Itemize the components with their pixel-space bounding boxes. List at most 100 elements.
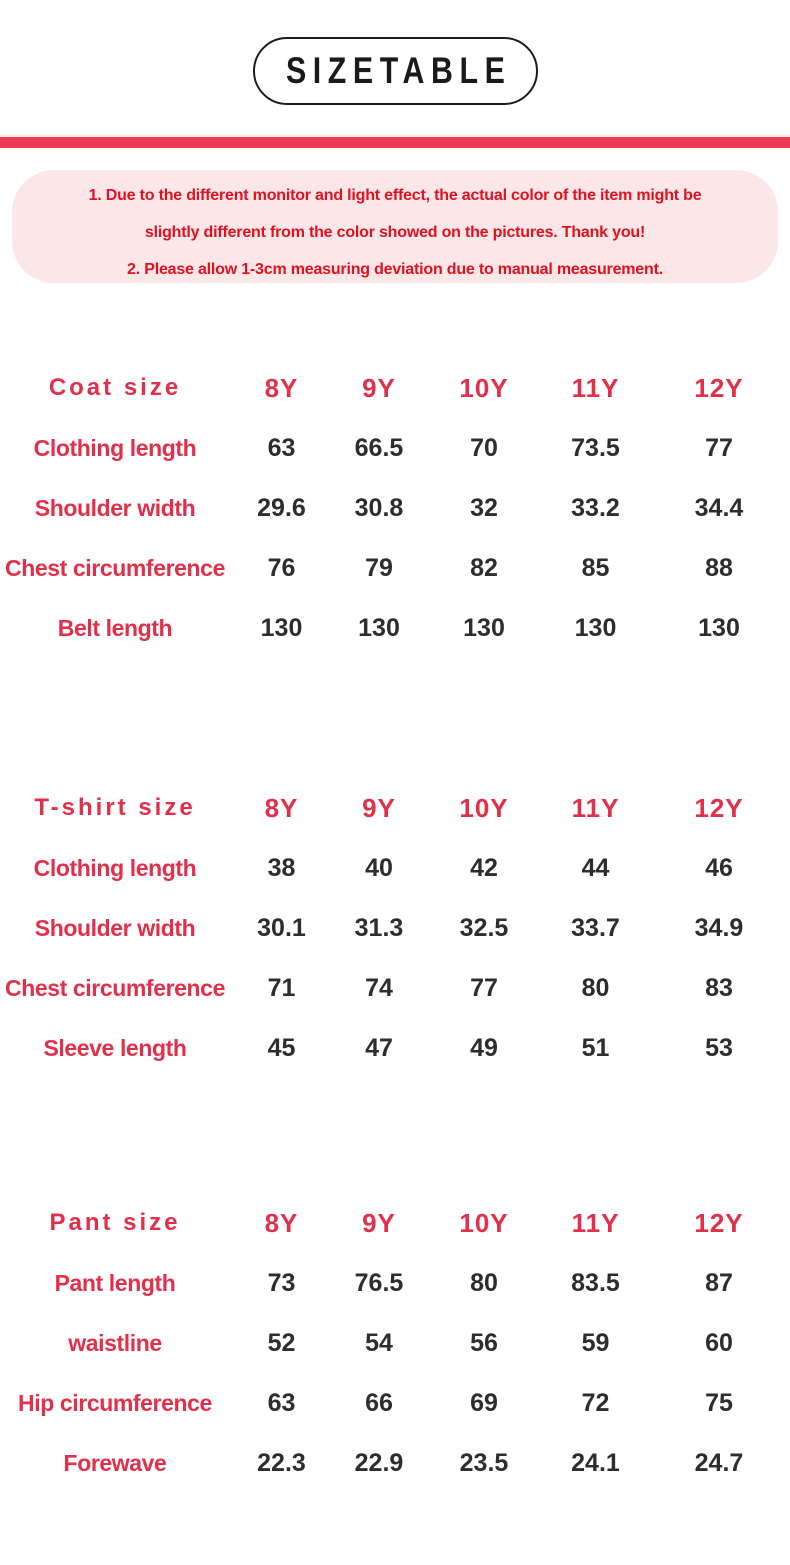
cell-value: 34.4 (694, 493, 744, 522)
cell-value: 32.5 (459, 913, 509, 942)
cell-value: 31.3 (354, 913, 404, 942)
size-column-header: 10Y (459, 792, 509, 823)
cell-value: 85 (581, 553, 610, 582)
row-label: Shoulder width (34, 914, 196, 941)
size-column-header: 12Y (694, 372, 744, 403)
cell-value: 59 (581, 1328, 610, 1357)
table-title: Coat size (48, 374, 182, 401)
table-row: Chest circumference 71 74 77 80 83 (0, 958, 790, 1018)
notice-line-1: 1. Due to the different monitor and ligh… (88, 187, 702, 204)
size-column-header: 10Y (459, 372, 509, 403)
size-column-header: 8Y (264, 1207, 299, 1238)
size-column-header: 9Y (362, 792, 396, 823)
cell-value: 53 (705, 1033, 733, 1062)
table-header-row: T-shirt size 8Y 9Y 10Y 11Y 12Y (0, 778, 790, 838)
row-label: Hip circumference (18, 1389, 212, 1416)
row-label: Chest circumference (5, 554, 225, 581)
size-column-header: 12Y (694, 1207, 744, 1238)
cell-value: 77 (470, 973, 498, 1002)
cell-value: 49 (470, 1033, 498, 1062)
cell-value: 66.5 (354, 433, 404, 462)
sizetable-badge: SIZETABLE (252, 37, 538, 105)
cell-value: 73.5 (571, 433, 620, 462)
row-label: Forewave (63, 1449, 167, 1476)
cell-value: 24.7 (694, 1448, 744, 1477)
cell-value: 130 (698, 613, 740, 642)
size-table-pant-size: Pant size 8Y 9Y 10Y 11Y 12Y Pant length 73 76.5 8… (0, 1193, 790, 1493)
cell-value: 80 (581, 973, 610, 1002)
cell-value: 22.9 (354, 1448, 404, 1477)
cell-value: 60 (705, 1328, 733, 1357)
cell-value: 77 (705, 433, 733, 462)
table-row: Shoulder width 30.1 31.3 32.5 33.7 34.9 (0, 898, 790, 958)
cell-value: 47 (365, 1033, 393, 1062)
size-column-header: 11Y (571, 792, 620, 823)
size-table-coat-size: Coat size 8Y 9Y 10Y 11Y 12Y Clothing length 63 6… (0, 358, 790, 658)
cell-value: 69 (470, 1388, 498, 1417)
notice-box: 1. Due to the different monitor and ligh… (12, 170, 778, 283)
table-row: Sleeve length 45 47 49 51 53 (0, 1018, 790, 1078)
cell-value: 130 (358, 613, 400, 642)
cell-value: 54 (365, 1328, 393, 1357)
size-column-header: 12Y (694, 792, 744, 823)
table-row: Chest circumference 76 79 82 85 88 (0, 538, 790, 598)
table-header-row: Coat size 8Y 9Y 10Y 11Y 12Y (0, 358, 790, 418)
page-title: SIZETABLE (285, 50, 511, 91)
notice-line-3: 2. Please allow 1-3cm measuring deviatio… (127, 261, 663, 278)
size-column-header: 8Y (264, 792, 299, 823)
cell-value: 130 (574, 613, 617, 642)
cell-value: 71 (267, 973, 296, 1002)
table-row: Clothing length 63 66.5 70 73.5 77 (0, 418, 790, 478)
size-column-header: 9Y (362, 1207, 396, 1238)
cell-value: 79 (365, 553, 393, 582)
size-column-header: 10Y (459, 1207, 509, 1238)
cell-value: 23.5 (459, 1448, 509, 1477)
size-column-header: 11Y (571, 1207, 620, 1238)
row-label: Clothing length (33, 854, 197, 881)
cell-value: 52 (267, 1328, 296, 1357)
cell-value: 73 (267, 1268, 296, 1297)
cell-value: 33.7 (571, 913, 620, 942)
size-tables: Coat size 8Y 9Y 10Y 11Y 12Y Clothing length 63 6… (0, 358, 790, 1493)
cell-value: 63 (267, 433, 296, 462)
cell-value: 44 (581, 853, 610, 882)
cell-value: 38 (267, 853, 296, 882)
cell-value: 33.2 (571, 493, 620, 522)
cell-value: 130 (260, 613, 303, 642)
cell-value: 76.5 (354, 1268, 404, 1297)
cell-value: 30.8 (354, 493, 404, 522)
notice-line-2: slightly different from the color showed… (144, 224, 646, 241)
table-row: Pant length 73 76.5 80 83.5 87 (0, 1253, 790, 1313)
cell-value: 29.6 (257, 493, 306, 522)
row-label: Chest circumference (5, 974, 225, 1001)
cell-value: 56 (470, 1328, 498, 1357)
table-header-row: Pant size 8Y 9Y 10Y 11Y 12Y (0, 1193, 790, 1253)
cell-value: 76 (267, 553, 296, 582)
cell-value: 88 (705, 553, 733, 582)
cell-value: 80 (470, 1268, 498, 1297)
cell-value: 82 (470, 553, 498, 582)
row-label: waistline (68, 1329, 162, 1356)
cell-value: 32 (470, 493, 498, 522)
table-row: waistline 52 54 56 59 60 (0, 1313, 790, 1373)
cell-value: 46 (705, 853, 733, 882)
cell-value: 24.1 (571, 1448, 620, 1477)
cell-value: 83 (705, 973, 733, 1002)
cell-value: 40 (365, 853, 393, 882)
cell-value: 72 (581, 1388, 610, 1417)
row-label: Clothing length (33, 434, 197, 461)
cell-value: 22.3 (257, 1448, 306, 1477)
cell-value: 51 (581, 1033, 610, 1062)
table-row: Hip circumference 63 66 69 72 75 (0, 1373, 790, 1433)
cell-value: 63 (267, 1388, 296, 1417)
table-row: Clothing length 38 40 42 44 46 (0, 838, 790, 898)
table-title: T-shirt size (34, 794, 196, 821)
divider-bar (0, 137, 790, 148)
table-title: Pant size (49, 1209, 181, 1236)
size-table-t-shirt-size: T-shirt size 8Y 9Y 10Y 11Y 12Y Clothing length… (0, 778, 790, 1078)
size-column-header: 8Y (264, 372, 299, 403)
cell-value: 70 (470, 433, 498, 462)
row-label: Shoulder width (34, 494, 196, 521)
row-label: Belt length (57, 614, 173, 641)
